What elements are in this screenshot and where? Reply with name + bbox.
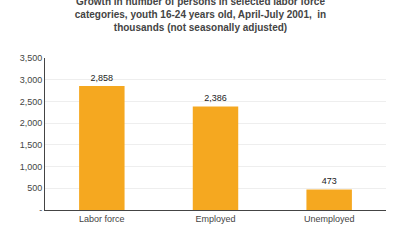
svg-text:1,000: 1,000 <box>20 162 43 172</box>
svg-text:-: - <box>39 205 42 215</box>
svg-text:473: 473 <box>322 176 337 186</box>
svg-text:Employed: Employed <box>195 214 235 224</box>
svg-text:3,500: 3,500 <box>20 53 43 63</box>
svg-text:3,000: 3,000 <box>20 75 43 85</box>
svg-text:1,500: 1,500 <box>20 140 43 150</box>
svg-text:500: 500 <box>27 183 42 193</box>
svg-text:2,000: 2,000 <box>20 118 43 128</box>
svg-text:2,500: 2,500 <box>20 97 43 107</box>
svg-text:Unemployed: Unemployed <box>304 214 355 224</box>
svg-text:Labor force: Labor force <box>79 214 125 224</box>
svg-text:2,858: 2,858 <box>91 73 114 83</box>
svg-text:2,386: 2,386 <box>204 93 227 103</box>
svg-text:Growth in number of persons in: Growth in number of persons in selected … <box>75 0 326 33</box>
